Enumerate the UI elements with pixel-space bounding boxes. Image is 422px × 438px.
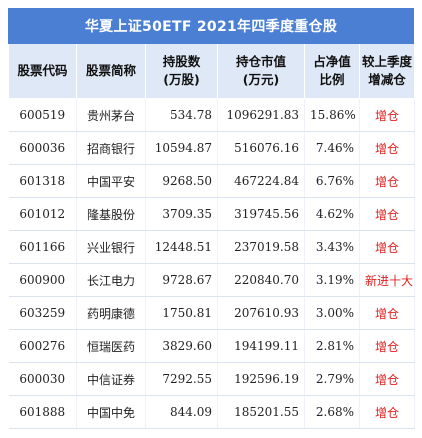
header-position-change: 较上季度 增减仓	[359, 44, 415, 99]
header-stock-code-label: 股票代码	[17, 63, 68, 78]
table-body: 600519 贵州茅台 534.78 1096291.83 15.86% 增仓 …	[8, 98, 415, 429]
market-value-cell: 192596.19	[217, 362, 305, 396]
table-row: 600030 中信证券 7292.55 192596.19 2.79% 增仓	[8, 362, 415, 396]
position-change-cell: 增仓	[359, 395, 415, 429]
nav-ratio-cell: 6.76%	[304, 164, 360, 198]
stock-code-cell: 600030	[8, 362, 77, 396]
table-row: 600519 贵州茅台 534.78 1096291.83 15.86% 增仓	[8, 98, 415, 132]
market-value-cell: 1096291.83	[217, 98, 305, 132]
table-row: 601318 中国平安 9268.50 467224.84 6.76% 增仓	[8, 164, 415, 198]
table-header: 股票代码 股票简称 持股数 (万股) 持仓市值 (万元) 占净值 比例 较上季度…	[8, 44, 415, 99]
table-row: 601166 兴业银行 12448.51 237019.58 3.43% 增仓	[8, 230, 415, 264]
header-market-value-line2: (万元)	[242, 72, 280, 87]
nav-ratio-cell: 3.43%	[304, 230, 360, 264]
nav-ratio-cell: 7.46%	[304, 131, 360, 165]
market-value-cell: 207610.93	[217, 296, 305, 330]
holdings-table: 股票代码 股票简称 持股数 (万股) 持仓市值 (万元) 占净值 比例 较上季度…	[8, 44, 415, 429]
header-stock-code: 股票代码	[8, 44, 77, 99]
table-title: 华夏上证50ETF 2021年四季度重仓股	[8, 8, 414, 44]
header-stock-name: 股票简称	[76, 44, 146, 99]
stock-code-cell: 601318	[8, 164, 77, 198]
stock-name-cell: 贵州茅台	[76, 98, 146, 132]
table-row: 600276 恒瑞医药 3829.60 194199.11 2.81% 增仓	[8, 329, 415, 363]
stock-name-cell: 中国中免	[76, 395, 146, 429]
header-position-change-line1: 较上季度	[362, 54, 413, 69]
shares-cell: 12448.51	[145, 230, 218, 264]
position-change-cell: 增仓	[359, 362, 415, 396]
position-change-cell: 增仓	[359, 296, 415, 330]
stock-name-cell: 恒瑞医药	[76, 329, 146, 363]
header-market-value: 持仓市值 (万元)	[217, 44, 305, 99]
market-value-cell: 467224.84	[217, 164, 305, 198]
shares-cell: 844.09	[145, 395, 218, 429]
nav-ratio-cell: 4.62%	[304, 197, 360, 231]
header-nav-ratio-line2: 比例	[319, 72, 345, 87]
market-value-cell: 516076.16	[217, 131, 305, 165]
position-change-cell: 增仓	[359, 131, 415, 165]
stock-name-cell: 隆基股份	[76, 197, 146, 231]
nav-ratio-cell: 15.86%	[304, 98, 360, 132]
table-row: 600900 长江电力 9728.67 220840.70 3.19% 新进十大	[8, 263, 415, 297]
stock-name-cell: 中信证券	[76, 362, 146, 396]
stock-code-cell: 600900	[8, 263, 77, 297]
shares-cell: 3829.60	[145, 329, 218, 363]
nav-ratio-cell: 2.81%	[304, 329, 360, 363]
stock-name-cell: 招商银行	[76, 131, 146, 165]
nav-ratio-cell: 2.79%	[304, 362, 360, 396]
market-value-cell: 319745.56	[217, 197, 305, 231]
shares-cell: 534.78	[145, 98, 218, 132]
stock-name-cell: 兴业银行	[76, 230, 146, 264]
table-row: 603259 药明康德 1750.81 207610.93 3.00% 增仓	[8, 296, 415, 330]
position-change-cell: 增仓	[359, 164, 415, 198]
header-shares-line1: 持股数	[162, 54, 201, 69]
stock-name-cell: 长江电力	[76, 263, 146, 297]
stock-code-cell: 601012	[8, 197, 77, 231]
header-row: 股票代码 股票简称 持股数 (万股) 持仓市值 (万元) 占净值 比例 较上季度…	[8, 44, 415, 99]
shares-cell: 3709.35	[145, 197, 218, 231]
stock-code-cell: 600036	[8, 131, 77, 165]
table-row: 601012 隆基股份 3709.35 319745.56 4.62% 增仓	[8, 197, 415, 231]
market-value-cell: 237019.58	[217, 230, 305, 264]
market-value-cell: 194199.11	[217, 329, 305, 363]
stock-name-cell: 中国平安	[76, 164, 146, 198]
nav-ratio-cell: 3.00%	[304, 296, 360, 330]
position-change-cell: 新进十大	[359, 263, 415, 297]
position-change-cell: 增仓	[359, 98, 415, 132]
shares-cell: 1750.81	[145, 296, 218, 330]
market-value-cell: 220840.70	[217, 263, 305, 297]
position-change-cell: 增仓	[359, 230, 415, 264]
shares-cell: 10594.87	[145, 131, 218, 165]
table-row: 600036 招商银行 10594.87 516076.16 7.46% 增仓	[8, 131, 415, 165]
header-shares-line2: (万股)	[163, 72, 200, 87]
position-change-cell: 增仓	[359, 197, 415, 231]
header-nav-ratio: 占净值 比例	[304, 44, 360, 99]
stock-name-cell: 药明康德	[76, 296, 146, 330]
nav-ratio-cell: 3.19%	[304, 263, 360, 297]
header-market-value-line1: 持仓市值	[235, 54, 286, 69]
position-change-cell: 增仓	[359, 329, 415, 363]
stock-code-cell: 603259	[8, 296, 77, 330]
header-stock-name-label: 股票简称	[85, 63, 136, 78]
stock-code-cell: 601166	[8, 230, 77, 264]
nav-ratio-cell: 2.68%	[304, 395, 360, 429]
stock-code-cell: 601888	[8, 395, 77, 429]
shares-cell: 9268.50	[145, 164, 218, 198]
shares-cell: 9728.67	[145, 263, 218, 297]
shares-cell: 7292.55	[145, 362, 218, 396]
stock-code-cell: 600519	[8, 98, 77, 132]
table-row: 601888 中国中免 844.09 185201.55 2.68% 增仓	[8, 395, 415, 429]
stock-code-cell: 600276	[8, 329, 77, 363]
header-position-change-line2: 增减仓	[368, 72, 406, 87]
header-nav-ratio-line1: 占净值	[313, 54, 351, 69]
market-value-cell: 185201.55	[217, 395, 305, 429]
header-shares: 持股数 (万股)	[145, 44, 218, 99]
